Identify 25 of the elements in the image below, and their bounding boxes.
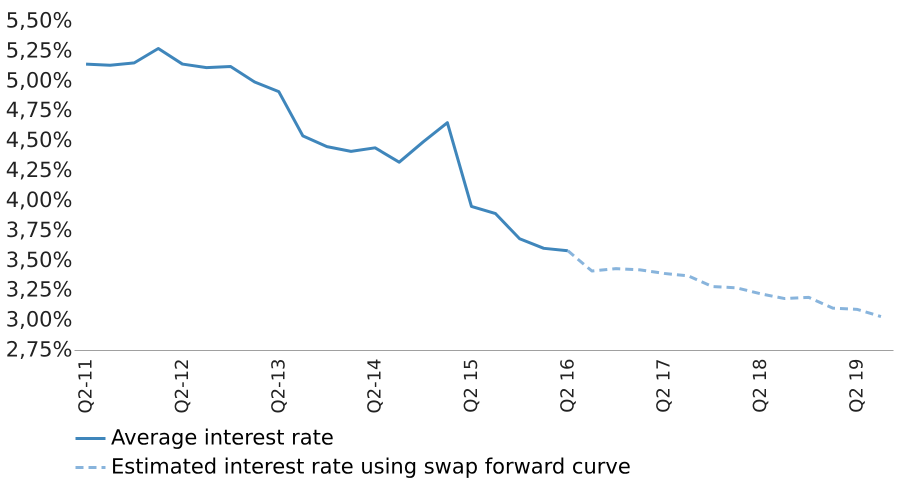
line-series xyxy=(84,47,570,252)
x-tick-label: Q2 16 xyxy=(557,358,578,413)
y-tick-label: 4,75% xyxy=(6,98,72,122)
y-tick-label: 3,25% xyxy=(6,278,72,302)
y-tick-label: 3,75% xyxy=(6,218,72,242)
y-tick-label: 3,00% xyxy=(6,308,72,332)
y-tick-label: 5,25% xyxy=(6,38,72,62)
x-tick-label: Q2 15 xyxy=(460,358,482,413)
x-tick-label: Q2 17 xyxy=(654,358,675,413)
y-tick-label: 3,50% xyxy=(6,248,72,272)
x-tick-label: Q2-12 xyxy=(172,358,193,414)
legend-label: Average interest rate xyxy=(111,426,334,450)
line-series xyxy=(566,249,882,318)
legend-label: Estimated interest rate using swap forward curve xyxy=(111,454,631,478)
y-tick-label: 2,75% xyxy=(6,338,72,362)
x-tick-label: Q2 18 xyxy=(750,358,772,413)
y-tick-label: 5,50% xyxy=(6,8,72,32)
y-tick-label: 4,00% xyxy=(6,188,72,212)
y-tick-label: 4,25% xyxy=(6,158,72,182)
y-tick-label: 4,50% xyxy=(6,128,72,152)
x-tick-label: Q2-11 xyxy=(76,358,97,414)
x-tick-label: Q2-13 xyxy=(268,358,290,414)
y-tick-label: 5,00% xyxy=(6,68,72,92)
x-tick-label: Q2-14 xyxy=(364,358,386,414)
x-tick-label: Q2 19 xyxy=(846,358,868,413)
